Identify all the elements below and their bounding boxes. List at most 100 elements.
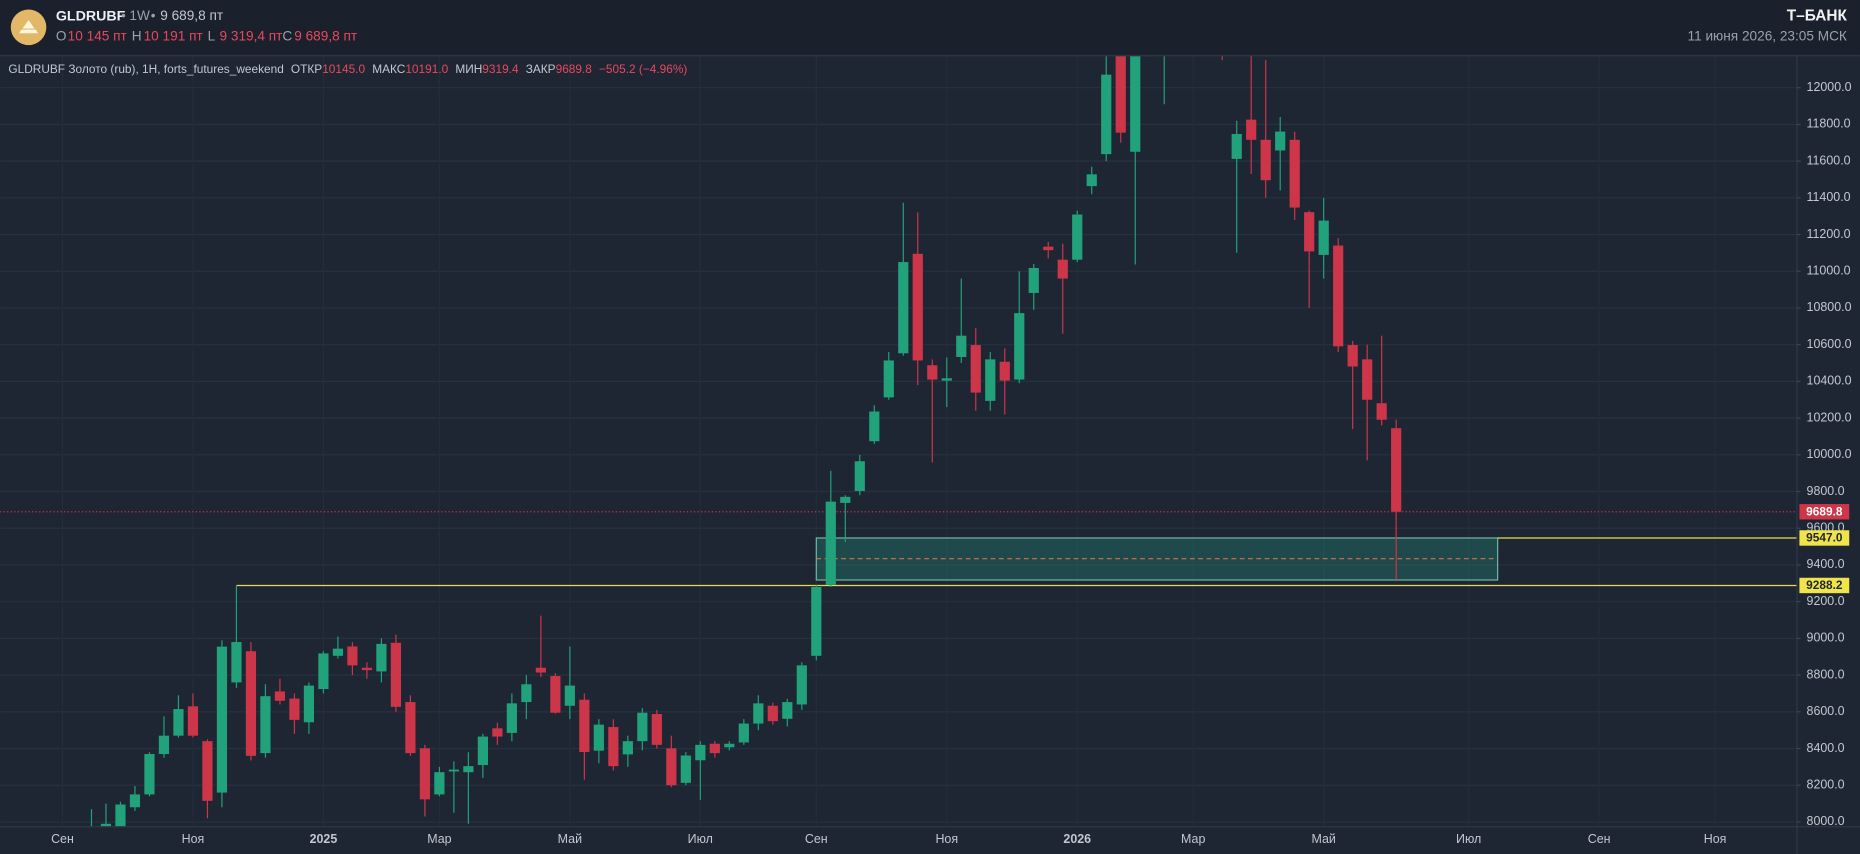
- candle-body: [1014, 313, 1025, 380]
- legend-key: МИН: [455, 62, 482, 76]
- candle-body: [303, 685, 315, 723]
- candle-body: [898, 262, 909, 354]
- candle-body: [463, 766, 474, 773]
- separator: •: [151, 8, 156, 23]
- legend-change: −505.2 (−4.96%): [599, 62, 687, 76]
- support-tag-bg: [1799, 577, 1850, 594]
- interval: 1W: [129, 8, 150, 23]
- logo-icon: [19, 20, 39, 34]
- candle-body: [767, 705, 778, 722]
- datetime: 11 июня 2026, 23:05 МСК: [1688, 28, 1847, 43]
- brand: Т–БАНК: [1787, 8, 1848, 25]
- candle-body: [332, 648, 344, 656]
- plot-area: [0, 55, 1798, 827]
- candle-body: [1347, 345, 1358, 367]
- y-tick-label: 11400.0: [1807, 190, 1851, 204]
- candle-body: [1391, 428, 1402, 512]
- candle-body: [1304, 212, 1315, 252]
- candle-body: [956, 335, 967, 357]
- candle-body: [173, 709, 184, 736]
- candle-body: [709, 743, 720, 754]
- candle-body: [1318, 220, 1329, 255]
- y-tick-label: 11000.0: [1807, 264, 1851, 278]
- candle-body: [477, 736, 488, 766]
- candle-body: [825, 501, 836, 585]
- candle-body: [854, 461, 865, 491]
- y-tick-label: 8800.0: [1807, 667, 1845, 681]
- candle-body: [999, 361, 1010, 381]
- legend: GLDRUBF Золото (rub), 1H, forts_futures_…: [8, 62, 687, 76]
- x-tick-label: Сен: [805, 832, 828, 846]
- y-tick-label: 8000.0: [1807, 814, 1845, 828]
- candle-body: [158, 735, 170, 755]
- header-bar: [0, 0, 1860, 55]
- y-tick-label: 9400.0: [1807, 557, 1845, 571]
- candle-body: [912, 253, 923, 361]
- candle-body: [579, 699, 590, 753]
- axes: 8000.0 8200.0 8400.0 8600.0 8800.0 9000.0 9200…: [51, 80, 1851, 846]
- candle-body: [521, 684, 532, 703]
- candle-body: [1362, 359, 1373, 400]
- candle-body: [347, 646, 358, 666]
- candle-body: [419, 748, 430, 800]
- ohlc-key: H: [132, 28, 142, 43]
- y-tick-label: 8400.0: [1807, 741, 1845, 755]
- candle-body: [274, 691, 286, 701]
- candle-body: [361, 667, 373, 671]
- candle-body: [129, 794, 141, 808]
- candle-body: [796, 665, 807, 705]
- y-tick-label: 8600.0: [1807, 704, 1845, 718]
- candle-body: [202, 741, 213, 801]
- x-tick-label: Сен: [51, 832, 74, 846]
- x-tick-label: Сен: [1588, 832, 1611, 846]
- candle-body: [637, 712, 648, 742]
- candle-body: [1101, 74, 1112, 155]
- candle-body: [985, 359, 996, 401]
- candle-body: [1072, 214, 1083, 260]
- candle-body: [318, 653, 329, 690]
- ohlc-value: 10 191 пт: [144, 28, 203, 43]
- y-tick-label: 10800.0: [1807, 300, 1852, 314]
- candle-body: [260, 696, 271, 754]
- candle-body: [115, 804, 126, 827]
- candle-body: [1115, 55, 1126, 133]
- candle-body: [376, 643, 387, 672]
- candle-body: [753, 703, 764, 724]
- candle-body: [100, 823, 112, 827]
- x-tick-label: Май: [1311, 832, 1335, 846]
- candle-body: [1246, 119, 1257, 140]
- candle-body: [390, 642, 402, 707]
- ohlc-key: L: [208, 28, 216, 43]
- candle-body: [506, 703, 517, 733]
- candle-body: [1057, 259, 1068, 279]
- candle-body: [1376, 403, 1387, 420]
- zone-top-tag: 9547.0: [1806, 531, 1843, 545]
- candle-body: [811, 586, 822, 656]
- legend-value: 10145.0: [322, 62, 365, 76]
- ohlc-key: C: [282, 28, 292, 43]
- ohlc-value: 9 319,4 пт: [220, 28, 283, 43]
- candle-body: [666, 748, 677, 786]
- candle-body: [448, 769, 459, 772]
- candle-body: [927, 365, 938, 380]
- last-price-tag: 9689.8: [1806, 504, 1843, 518]
- y-tick-label: 12000.0: [1807, 80, 1852, 94]
- header-ohlc: O 10 145 пт H 10 191 пт L 9 319,4 пт C 9 689,8 …: [56, 28, 357, 43]
- x-tick-label: Ноя: [182, 832, 205, 846]
- candle-body: [1333, 245, 1344, 347]
- candle-body: [550, 676, 561, 713]
- last-price-tag-bg: [1799, 504, 1850, 520]
- legend-key: ЗАКР: [526, 62, 556, 76]
- legend-key: МАКС: [372, 62, 406, 76]
- y-tick-label: 11200.0: [1807, 227, 1851, 241]
- x-tick-label: Май: [558, 832, 582, 846]
- candle-body: [1028, 267, 1039, 293]
- grid: [0, 55, 1798, 827]
- candle-body: [434, 772, 445, 795]
- x-tick-label: Ноя: [1704, 832, 1727, 846]
- candle-body: [883, 360, 894, 398]
- candle-body: [289, 698, 300, 720]
- candle-body: [622, 741, 633, 755]
- y-tick-label: 9200.0: [1807, 594, 1845, 608]
- support-tag: 9288.2: [1806, 578, 1843, 592]
